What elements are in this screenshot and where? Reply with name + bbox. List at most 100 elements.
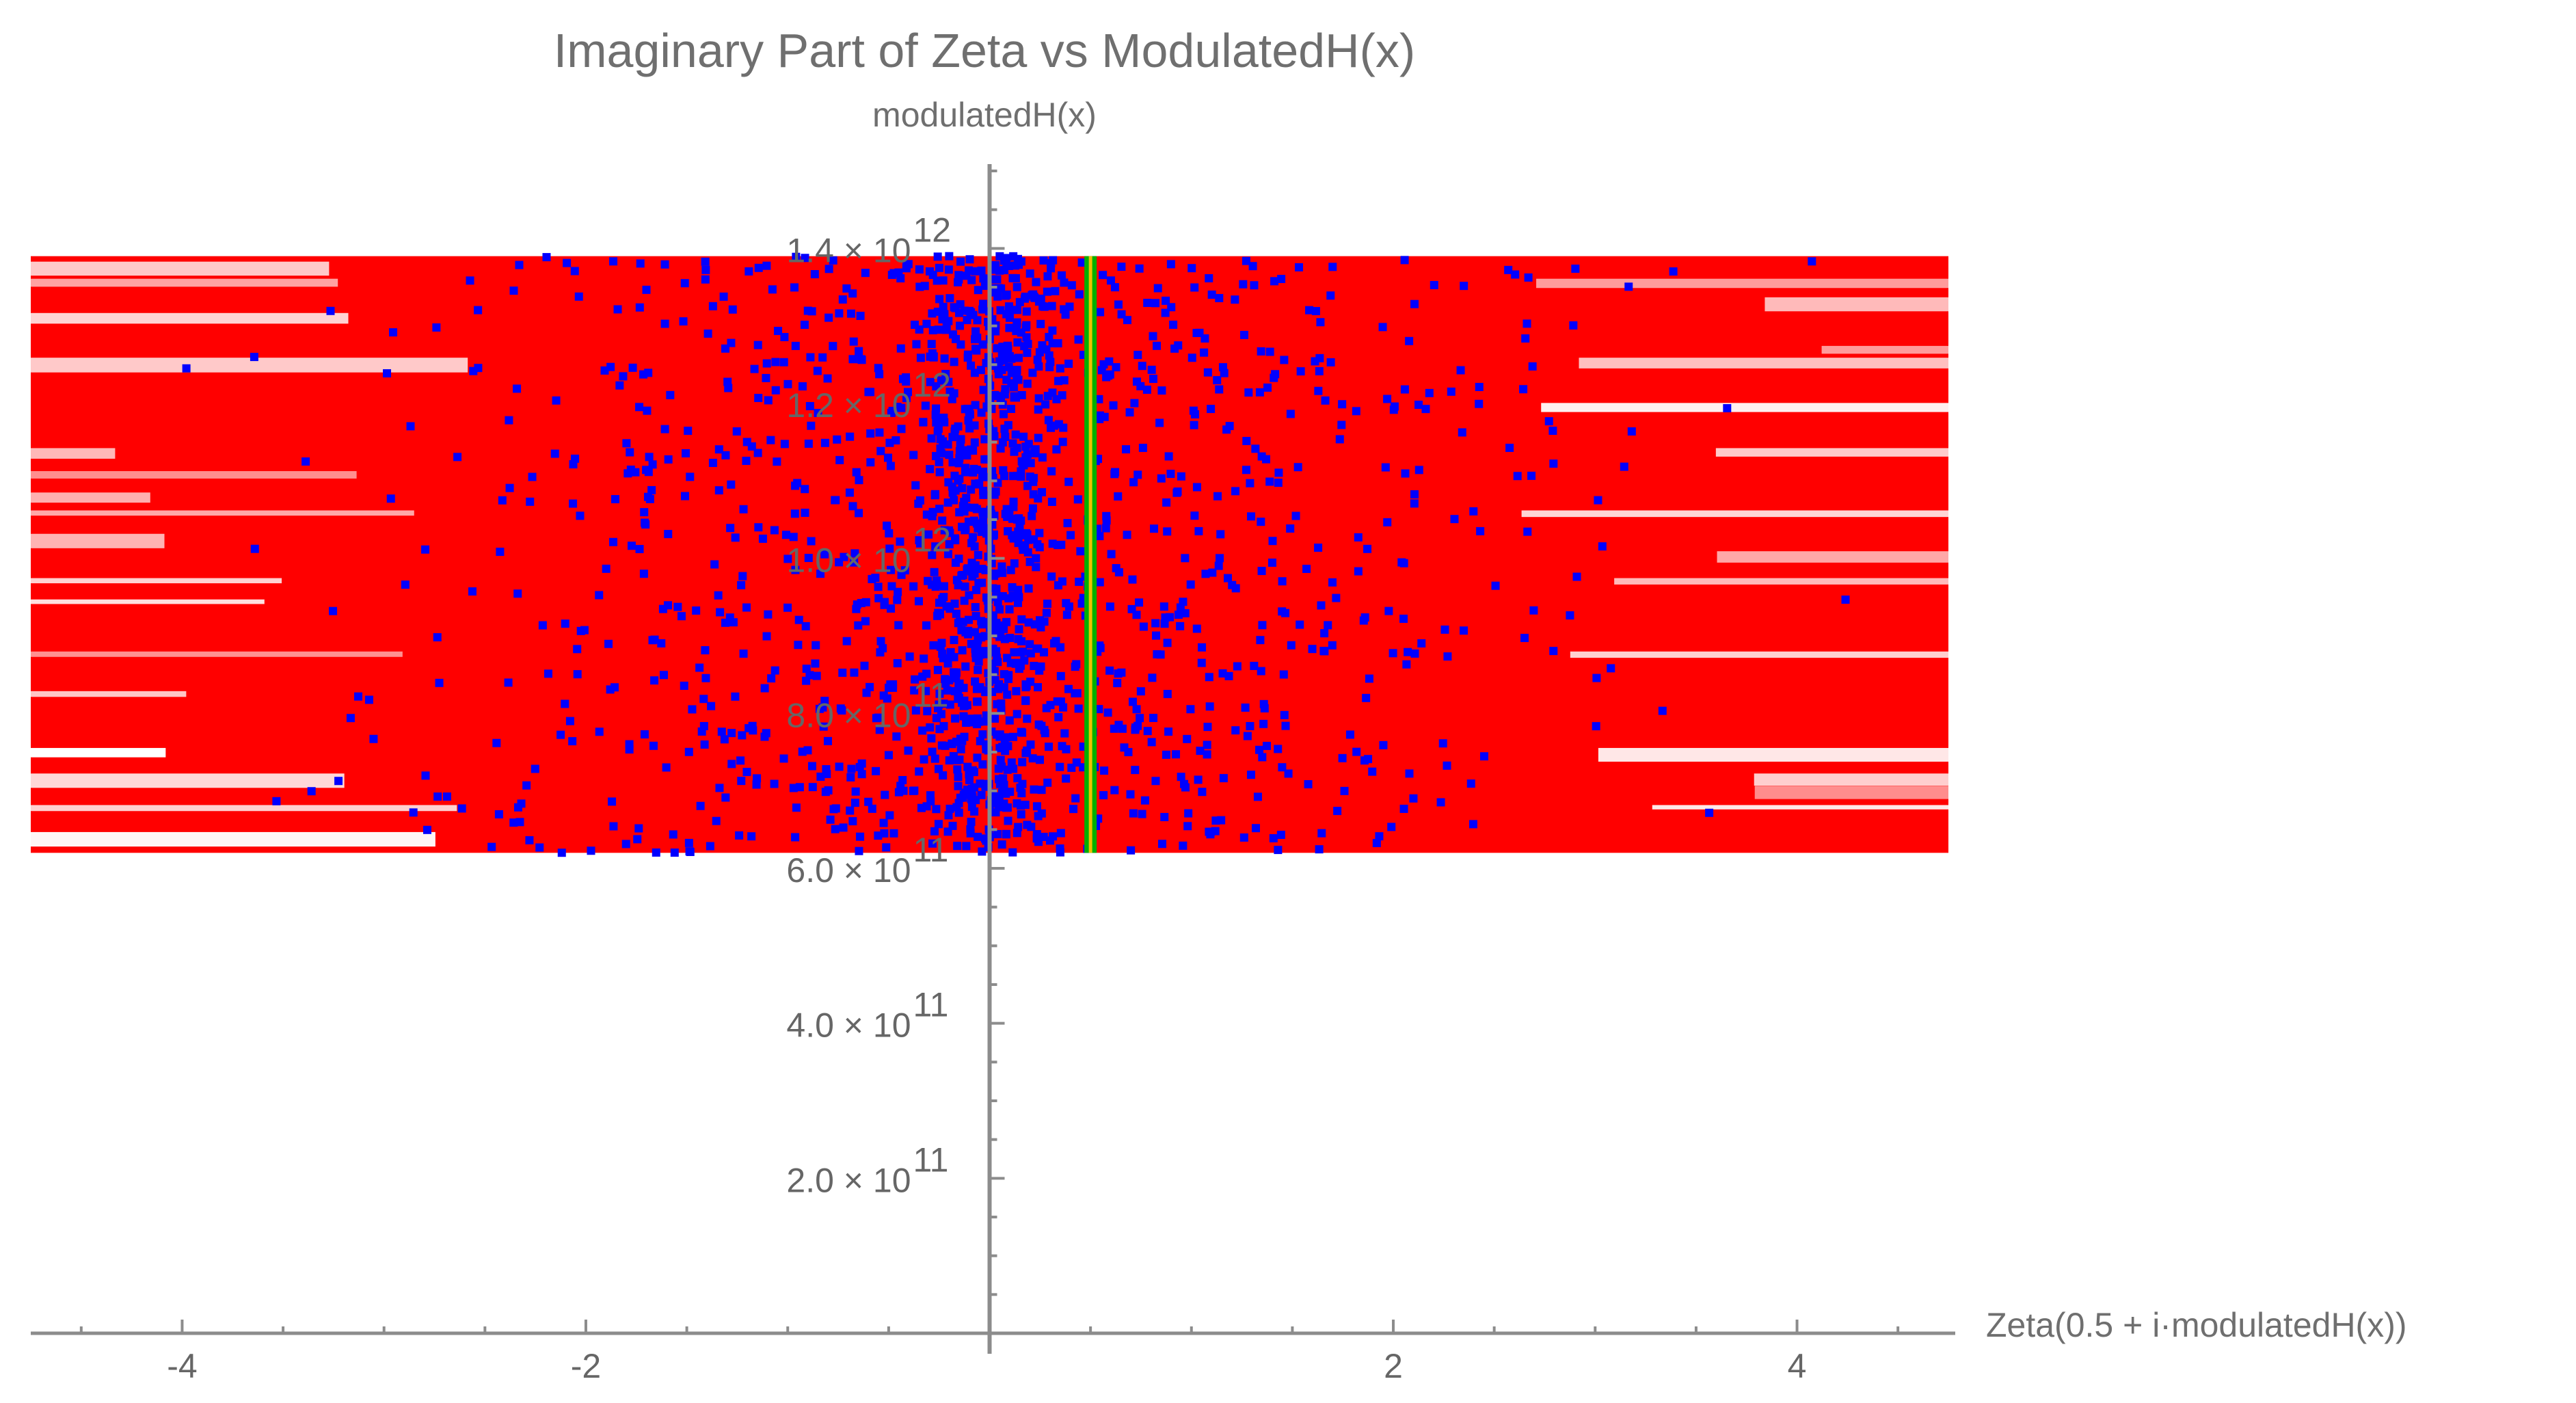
data-point [1414,466,1423,475]
data-point [919,418,928,427]
data-point [1321,396,1330,405]
data-point [1255,745,1264,754]
data-point [966,825,975,833]
data-point [932,805,941,814]
data-point [643,406,652,415]
data-point [754,523,763,532]
data-point [602,564,611,573]
data-point [1475,382,1484,391]
data-point [885,811,894,820]
data-point [1332,593,1341,602]
data-point [1046,836,1055,845]
data-point [1248,262,1257,271]
data-point [1071,794,1080,803]
data-point [850,558,859,567]
data-point [968,792,977,801]
data-point [950,599,959,608]
data-point [1523,527,1532,536]
band-gap-left [31,578,282,584]
data-point [929,353,938,362]
data-point [1569,321,1578,330]
data-point [606,685,615,694]
data-point [1390,402,1399,411]
data-point [752,780,761,789]
data-point [950,471,959,480]
data-point [791,565,800,574]
band-gap-left [31,492,150,503]
data-point [496,548,505,557]
data-point [1338,400,1347,409]
data-point [737,580,746,589]
data-point [1051,637,1060,645]
data-point [1051,286,1060,295]
data-point [974,286,982,295]
data-point [568,737,577,746]
data-point [967,566,976,575]
data-point [1118,724,1127,733]
data-point [1231,487,1240,496]
data-point [1028,754,1037,763]
data-point [878,644,887,653]
data-point [1190,410,1199,418]
data-point [677,612,686,621]
data-point [1259,719,1268,728]
band-gap-right [1717,551,1948,563]
data-point [1402,660,1411,669]
data-point [1057,271,1066,280]
data-point [1095,578,1104,587]
data-point [1112,363,1121,372]
band-gap-left [31,533,165,548]
data-point [1003,803,1012,812]
data-point [974,480,982,489]
data-point [1296,620,1304,629]
data-point [807,762,816,771]
data-point [852,468,861,477]
data-point [893,659,902,668]
data-point [421,771,430,780]
band-gap-right [1541,403,1948,412]
data-point [925,267,934,276]
data-point [1180,779,1189,788]
data-point [998,343,1007,351]
data-point [824,313,833,322]
data-point [346,714,355,723]
data-point [886,462,895,470]
data-point [1279,670,1288,679]
data-point [936,444,945,453]
data-point [662,763,671,772]
data-point [961,405,969,414]
data-point [930,827,939,836]
data-point [1436,798,1445,807]
data-point [644,468,653,477]
data-point [1033,356,1042,364]
data-point [980,435,989,444]
data-point [972,346,981,355]
data-point [887,604,896,613]
data-point [728,305,737,314]
data-point [542,253,551,262]
band-gap-left [31,278,338,287]
data-point [1136,714,1144,723]
data-point [1177,773,1185,781]
data-point [708,302,717,310]
data-point [1005,716,1014,725]
data-point [364,695,373,704]
data-point [811,641,820,650]
data-point [1181,554,1190,563]
data-point [1151,299,1160,308]
data-point [1400,385,1409,394]
data-point [1317,829,1326,838]
data-point [977,633,986,642]
data-point [998,743,1007,751]
data-point [876,637,885,645]
data-point [710,560,719,569]
data-point [301,457,310,466]
data-point [1257,452,1266,461]
data-point [1383,395,1392,403]
data-point [626,465,635,474]
data-point [1160,813,1169,822]
data-point [1333,807,1342,816]
data-point [1043,600,1052,609]
data-point [1284,769,1293,778]
data-point [1352,407,1360,416]
